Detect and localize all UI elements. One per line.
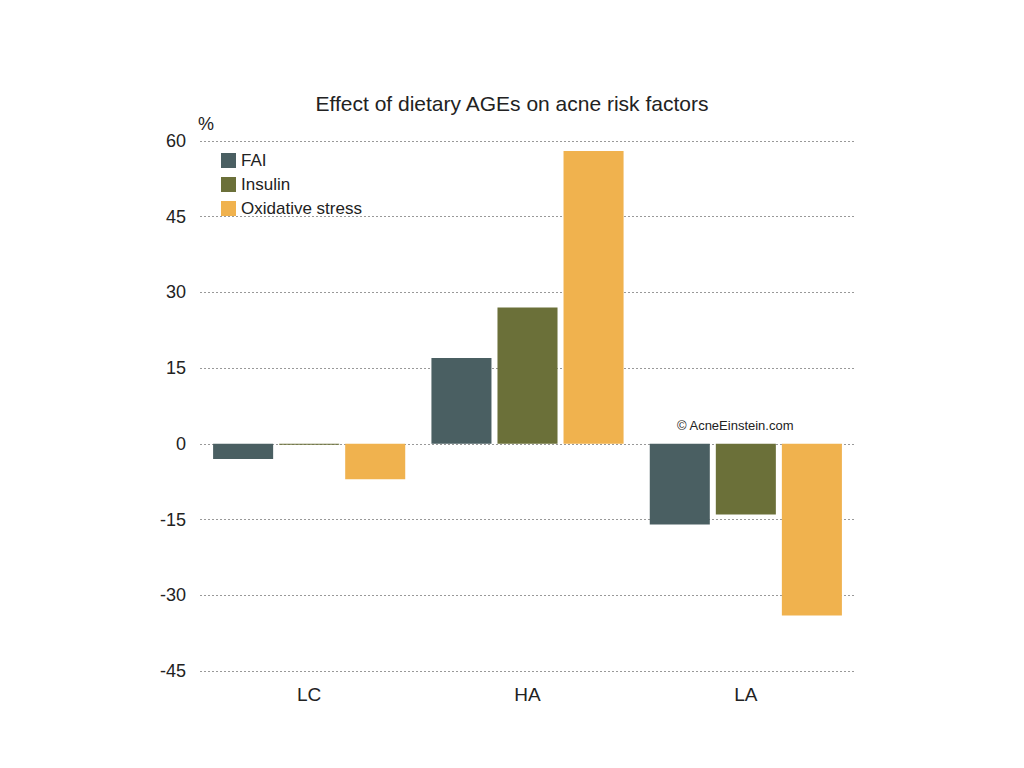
- svg-text:Effect of dietary AGEs on acne: Effect of dietary AGEs on acne risk fact…: [316, 92, 709, 115]
- svg-text:0: 0: [176, 434, 186, 454]
- svg-text:-15: -15: [160, 510, 186, 530]
- svg-text:© AcneEinstein.com: © AcneEinstein.com: [677, 418, 794, 433]
- svg-text:%: %: [198, 114, 214, 134]
- svg-text:-30: -30: [160, 585, 186, 605]
- svg-text:LC: LC: [297, 684, 321, 705]
- svg-text:Insulin: Insulin: [241, 175, 290, 194]
- svg-text:45: 45: [166, 207, 186, 227]
- svg-text:-45: -45: [160, 661, 186, 681]
- svg-text:HA: HA: [514, 684, 541, 705]
- svg-text:Oxidative stress: Oxidative stress: [241, 199, 362, 218]
- svg-text:FAI: FAI: [241, 151, 267, 170]
- svg-text:60: 60: [166, 131, 186, 151]
- svg-text:15: 15: [166, 358, 186, 378]
- svg-text:30: 30: [166, 282, 186, 302]
- svg-text:LA: LA: [734, 684, 758, 705]
